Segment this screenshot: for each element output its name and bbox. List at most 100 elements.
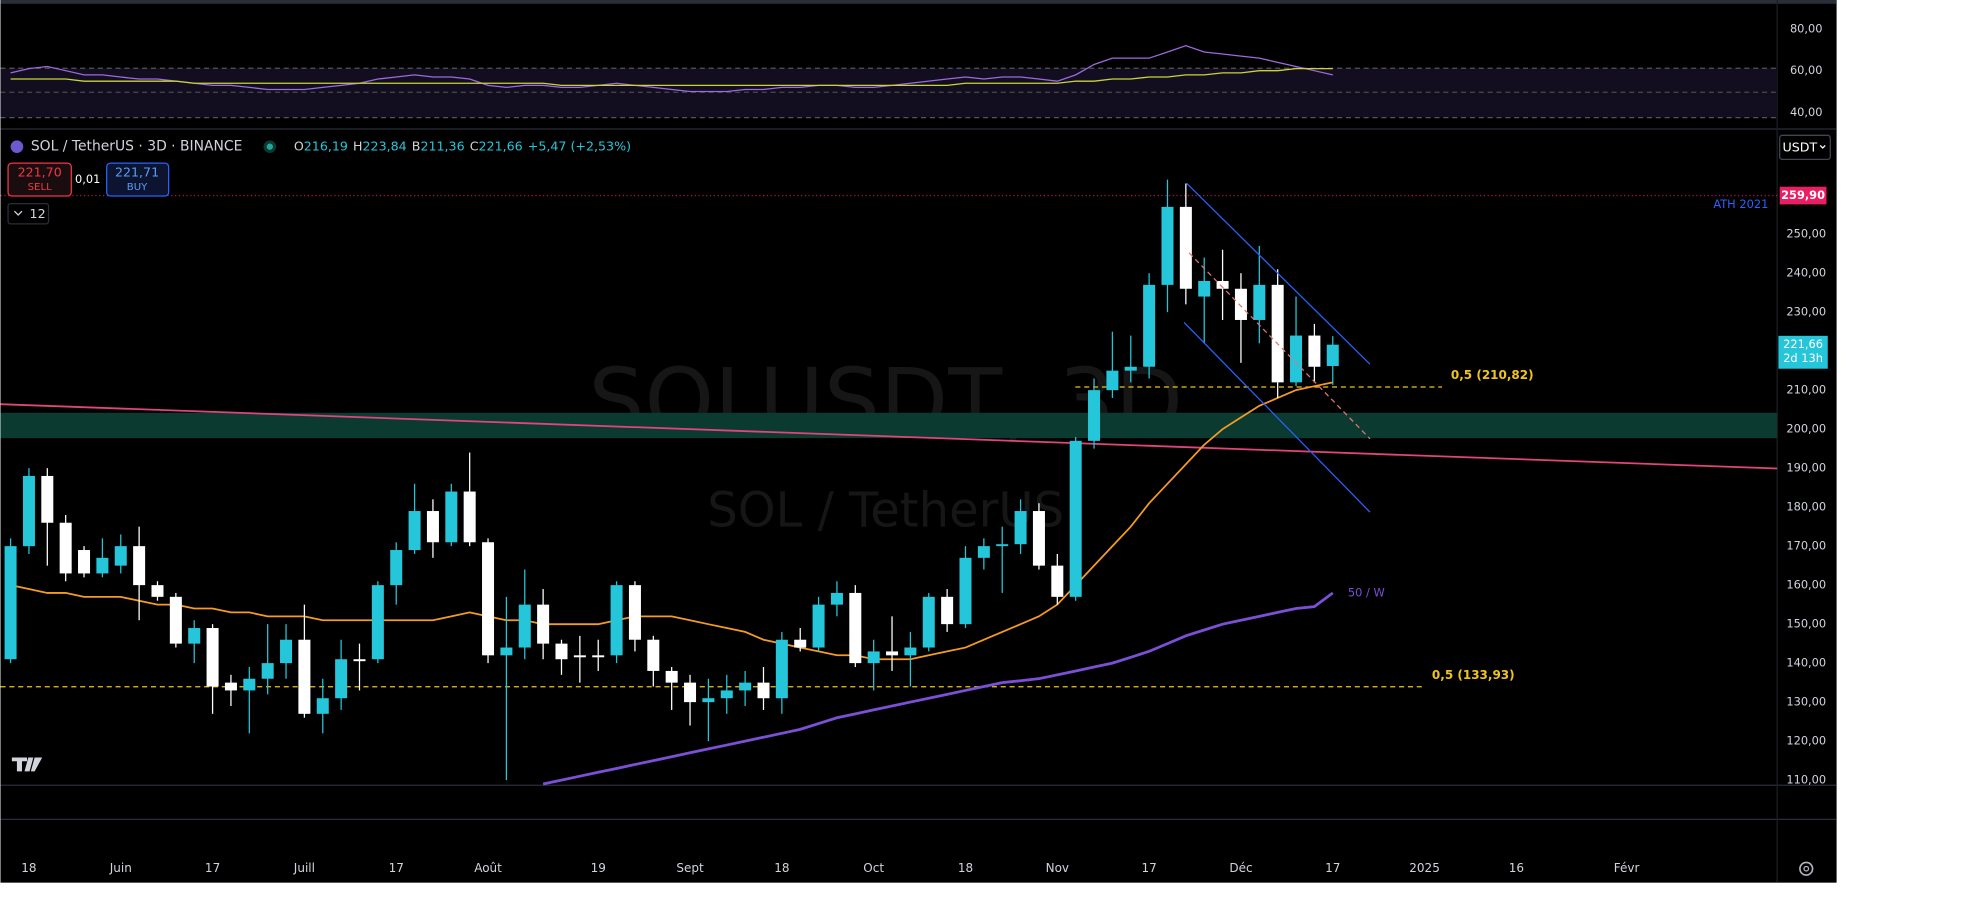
buy-label: BUY (127, 182, 148, 193)
currency-button[interactable] (1779, 134, 1831, 160)
y-tick-label: 190,00 (1786, 461, 1826, 475)
candle-body (1161, 206, 1174, 285)
buy-price: 221,71 (115, 165, 159, 180)
candle-body (188, 628, 201, 644)
chevron (13, 210, 23, 216)
symbol-title: SOL / TetherUS · 3D · BINANCE (31, 139, 243, 155)
price-pane: SOLUSDT, 3D SOL / TetherUS 110,00120,001… (0, 179, 1828, 787)
background (0, 0, 1837, 883)
support-zone (0, 412, 1778, 439)
candle-body (830, 592, 843, 605)
countdown-label: 2d 13h (1783, 351, 1823, 365)
candle-body (151, 585, 164, 597)
candle-body (371, 585, 384, 660)
candle-body (4, 546, 17, 660)
logo (11, 757, 43, 772)
sell-price: 221,70 (18, 165, 62, 180)
candle-body (206, 628, 219, 687)
settings-icon[interactable] (1799, 861, 1814, 876)
candle-body (96, 557, 109, 574)
ohlc-value: 221,66 (479, 138, 523, 153)
candle-body (794, 639, 807, 648)
candle-body (482, 542, 495, 656)
x-tick-label: 18 (21, 861, 36, 875)
moving-average (10, 381, 1333, 661)
candle-body (849, 592, 862, 664)
candle-body (1198, 280, 1211, 297)
candle-body (500, 647, 513, 656)
moving-average (542, 591, 1334, 786)
y-tick-label: 240,00 (1786, 266, 1826, 280)
ohlc-key: C (470, 138, 479, 153)
candle-body (1216, 280, 1229, 289)
fib-label: 0,5 (210,82) (1451, 368, 1534, 382)
sell-button[interactable] (7, 162, 72, 197)
last-price-tag (1778, 335, 1828, 369)
candle-body (1124, 366, 1137, 371)
candle-body (335, 659, 348, 699)
x-tick-label: 17 (389, 861, 404, 875)
candle-body (169, 596, 182, 644)
candle-body (224, 682, 237, 691)
candle-body (922, 596, 935, 648)
candle-body (133, 546, 146, 586)
candle-body (628, 585, 641, 640)
ohlc-value: 216,19 (304, 138, 348, 153)
candle-body (592, 655, 605, 658)
overlay-label: 50 / W (1348, 585, 1385, 599)
candle-body (1271, 284, 1284, 383)
candle-body (941, 596, 954, 625)
y-tick-label: 180,00 (1786, 500, 1826, 514)
fib-label: 0,5 (133,93) (1432, 668, 1515, 682)
top-border (0, 0, 1837, 4)
x-tick-label: Oct (863, 861, 884, 875)
buy-button[interactable] (106, 162, 170, 197)
candle-body (537, 604, 550, 644)
channel-line (1186, 182, 1371, 365)
candle-body (1143, 284, 1156, 367)
interval-label: 12 (30, 206, 46, 221)
sell-label: SELL (28, 182, 52, 193)
candle-body (720, 690, 733, 699)
candle-body (59, 522, 72, 574)
y-tick-label: 40,00 (1790, 105, 1823, 119)
x-tick-label: Nov (1046, 861, 1069, 875)
candle-body (518, 604, 531, 648)
candle-body (1326, 344, 1339, 367)
y-tick-label: 80,00 (1790, 22, 1823, 36)
rsi-line (10, 68, 1333, 86)
y-tick-label: 60,00 (1790, 63, 1823, 77)
x-tick-label: Juill (293, 861, 315, 875)
ath-note: ATH 2021 (1713, 197, 1768, 211)
candle-body (573, 655, 586, 658)
candle-body (1234, 288, 1247, 320)
x-tick-label: Sept (676, 861, 704, 875)
status-dot (266, 143, 273, 150)
x-tick-label: 18 (958, 861, 973, 875)
candle-body (41, 475, 54, 523)
rsi-pane: 80,00 60,00 40,00 (0, 22, 1823, 119)
ohlc-key: H (353, 138, 363, 153)
candle-body (1308, 335, 1321, 367)
candle-body (1290, 335, 1303, 383)
x-tick-label: 2025 (1409, 861, 1440, 875)
x-tick-label: Févr (1614, 861, 1640, 875)
ohlc-legend: O216,19 H223,84 B211,36 C221,66 +5,47 (+2,53… (294, 138, 631, 153)
candle-body (977, 546, 990, 558)
interval-dropdown[interactable] (7, 202, 50, 225)
symbol-icon (10, 140, 24, 154)
candle-body (390, 550, 403, 586)
candle-body (1088, 390, 1101, 441)
ohlc-key: O (294, 138, 304, 153)
candle-body (298, 639, 311, 714)
candle-body (280, 639, 293, 664)
candle-body (739, 682, 752, 691)
y-tick-label: 140,00 (1786, 656, 1826, 670)
candle-body (684, 682, 697, 703)
candle-body (555, 643, 568, 660)
last-price-label: 221,66 (1783, 337, 1823, 351)
candle-body (463, 491, 476, 543)
candle-body (114, 546, 127, 566)
